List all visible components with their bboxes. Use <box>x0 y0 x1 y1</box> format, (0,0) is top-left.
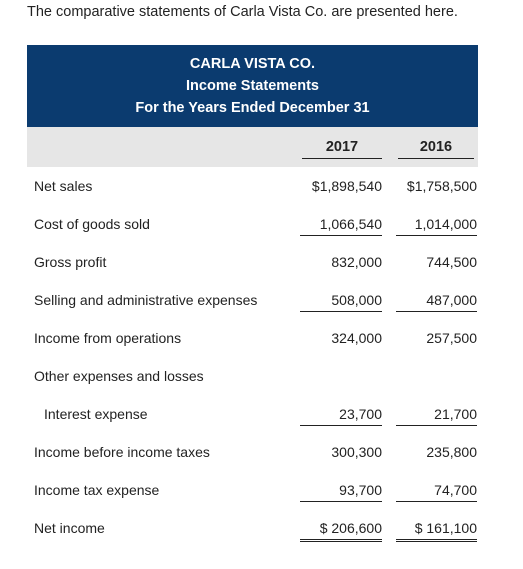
statement-title: Income Statements <box>186 78 319 94</box>
row-label: Interest expense <box>44 406 148 422</box>
value-2017: 832,000 <box>331 254 382 270</box>
value-2016: 74,700 <box>396 482 477 502</box>
row-label: Income before income taxes <box>34 444 210 460</box>
row-other-expenses-and-losses: Other expenses and losses <box>0 368 523 392</box>
statement-period: For the Years Ended December 31 <box>135 100 370 116</box>
row-income-tax-expense: Income tax expense 93,700 74,700 <box>0 482 523 506</box>
row-label: Income tax expense <box>34 482 160 498</box>
row-label: Other expenses and losses <box>34 368 204 384</box>
row-label: Income from operations <box>34 330 182 346</box>
statement-header: CARLA VISTA CO. Income Statements For th… <box>27 45 478 127</box>
company-name: CARLA VISTA CO. <box>189 56 316 72</box>
row-net-income: Net income $ 206,600 $ 161,100 <box>0 520 523 544</box>
row-gross-profit: Gross profit 832,000 744,500 <box>0 254 523 278</box>
value-2017: 23,700 <box>300 406 382 426</box>
value-2016: $1,758,500 <box>406 178 477 194</box>
value-2017: 324,000 <box>331 330 382 346</box>
value-2016: 257,500 <box>426 330 477 346</box>
value-2017: $ 206,600 <box>300 520 382 542</box>
value-2017: 1,066,540 <box>300 216 382 236</box>
year-2017-header: 2017 <box>302 139 382 159</box>
value-2016: 1,014,000 <box>396 216 477 236</box>
row-net-sales: Net sales $1,898,540 $1,758,500 <box>0 178 523 202</box>
row-label: Cost of goods sold <box>34 216 150 232</box>
row-cost-of-goods-sold: Cost of goods sold 1,066,540 1,014,000 <box>0 216 523 240</box>
value-2016: 744,500 <box>426 254 477 270</box>
value-2016: 235,800 <box>426 444 477 460</box>
value-2017: 508,000 <box>300 292 382 312</box>
row-selling-admin-expenses: Selling and administrative expenses 508,… <box>0 292 523 316</box>
value-2016: 21,700 <box>396 406 477 426</box>
row-label: Net income <box>34 520 105 536</box>
year-2016-header: 2016 <box>398 139 474 159</box>
row-income-before-taxes: Income before income taxes 300,300 235,8… <box>0 444 523 468</box>
value-2017: 93,700 <box>300 482 382 502</box>
row-income-from-operations: Income from operations 324,000 257,500 <box>0 330 523 354</box>
year-header-band <box>27 127 478 167</box>
value-2016: $ 161,100 <box>396 520 477 542</box>
value-2017: $1,898,540 <box>311 178 382 194</box>
intro-text: The comparative statements of Carla Vist… <box>27 4 458 20</box>
row-label: Net sales <box>34 178 93 194</box>
value-2016: 487,000 <box>396 292 477 312</box>
row-label: Selling and administrative expenses <box>34 292 258 308</box>
row-label: Gross profit <box>34 254 107 270</box>
value-2017: 300,300 <box>331 444 382 460</box>
row-interest-expense: Interest expense 23,700 21,700 <box>0 406 523 430</box>
